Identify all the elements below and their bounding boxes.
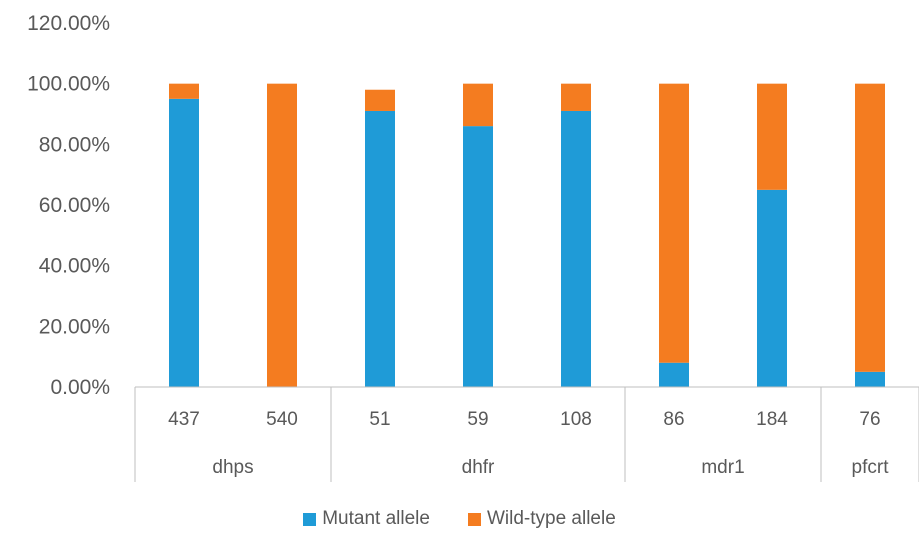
x-group-label: dhps xyxy=(212,457,253,478)
x-category-label: 86 xyxy=(663,409,684,430)
bar-wild-type-allele xyxy=(463,83,493,127)
bar-wild-type-allele xyxy=(365,89,395,111)
bar-wild-type-allele xyxy=(561,83,591,111)
legend-swatch-mutant xyxy=(303,512,317,526)
legend-label-wild-type: Wild-type allele xyxy=(486,508,616,529)
bar-wild-type-allele xyxy=(267,83,297,388)
bar-mutant-allele xyxy=(757,189,787,387)
x-axis: 437 540 51 59 108 86 184 76 dhps dhfr mdr1 pfcrt xyxy=(134,386,919,482)
y-tick-label: 60.00% xyxy=(39,194,110,217)
bar-mutant-allele xyxy=(365,110,395,387)
bars xyxy=(169,83,885,388)
y-tick-label: 20.00% xyxy=(39,315,110,338)
y-tick-label: 0.00% xyxy=(50,376,110,399)
y-tick-label: 80.00% xyxy=(39,133,110,156)
bar-mutant-allele xyxy=(855,371,885,387)
y-axis-tick-labels: 0.00% 20.00% 40.00% 60.00% 80.00% 100.00% 120.… xyxy=(27,12,110,399)
y-tick-label: 40.00% xyxy=(39,255,110,278)
x-group-label: pfcrt xyxy=(852,457,890,478)
bar-mutant-allele xyxy=(561,110,591,387)
x-category-label: 437 xyxy=(168,409,200,430)
x-category-label: 540 xyxy=(266,409,298,430)
y-tick-label: 100.00% xyxy=(27,73,110,96)
bar-wild-type-allele xyxy=(757,83,787,190)
x-category-label: 108 xyxy=(560,409,592,430)
bar-wild-type-allele xyxy=(659,83,689,363)
legend-swatch-wild-type xyxy=(467,512,481,526)
x-category-label: 184 xyxy=(756,409,788,430)
legend-label-mutant: Mutant allele xyxy=(322,508,430,529)
x-group-label: dhfr xyxy=(462,457,495,478)
bar-mutant-allele xyxy=(463,126,493,387)
bar-wild-type-allele xyxy=(169,83,199,99)
bar-mutant-allele xyxy=(659,362,689,387)
stacked-bar-chart: 0.00% 20.00% 40.00% 60.00% 80.00% 100.00% 120.… xyxy=(27,12,919,482)
x-category-label: 51 xyxy=(369,409,390,430)
x-group-label: mdr1 xyxy=(701,457,744,478)
x-category-label: 76 xyxy=(859,409,880,430)
legend: Mutant allele Wild-type allele xyxy=(0,508,919,530)
y-tick-label: 120.00% xyxy=(27,12,110,35)
legend-item-wild-type: Wild-type allele xyxy=(467,508,616,530)
bar-mutant-allele xyxy=(169,98,199,387)
legend-item-mutant: Mutant allele xyxy=(303,508,430,530)
x-category-label: 59 xyxy=(467,409,488,430)
bar-wild-type-allele xyxy=(855,83,885,372)
